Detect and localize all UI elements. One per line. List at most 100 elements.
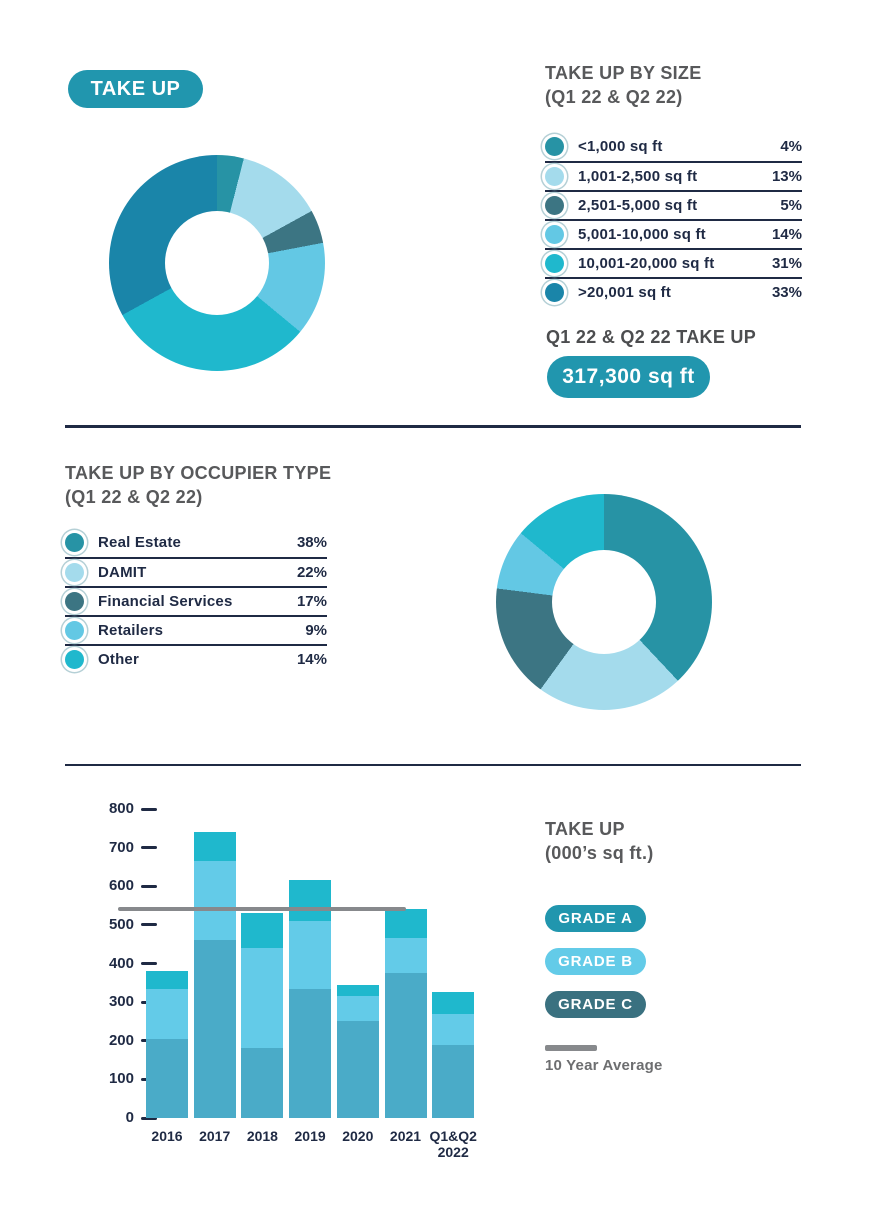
bar-segment-grade-a-2021 (384, 973, 427, 1118)
legend-dot-retailers (65, 621, 84, 640)
legend-label: 5,001-10,000 sq ft (578, 226, 706, 243)
y-tick-mark (141, 962, 157, 965)
x-axis-label-2018: 2018 (246, 1128, 278, 1144)
legend-value: 5% (780, 197, 802, 214)
bar-chart-title: TAKE UP (000’s sq ft.) (545, 818, 654, 866)
legend-label: Financial Services (98, 593, 233, 610)
y-tick-label-300: 300 (108, 993, 134, 1011)
legend-value: 4% (780, 138, 802, 155)
bar-segment-grade-b-2019 (289, 921, 332, 989)
bar-segment-grade-c-2019 (289, 880, 332, 921)
legend-row-1-001-2-500-sq-ft: 1,001-2,500 sq ft 13% (545, 161, 802, 190)
legend-value: 31% (771, 255, 802, 272)
legend-label: DAMIT (98, 564, 147, 581)
bar-segment-grade-c-2020 (336, 984, 379, 997)
x-axis-label-2017: 2017 (199, 1128, 231, 1144)
y-tick-label-200: 200 (108, 1031, 134, 1049)
size-section-title: TAKE UP BY SIZE (Q1 22 & Q2 22) (545, 62, 702, 110)
legend-row-2-501-5-000-sq-ft: 2,501-5,000 sq ft 5% (545, 190, 802, 219)
take-up-by-size-donut-chart (109, 155, 325, 371)
legend-dot-other (65, 650, 84, 669)
legend-label: >20,001 sq ft (578, 284, 672, 301)
take-up-total-label: Q1 22 & Q2 22 TAKE UP (546, 327, 757, 347)
bar-segment-grade-b-q1-q2-2022 (432, 1013, 475, 1045)
legend-dot-damit (65, 563, 84, 582)
take-up-section-badge: TAKE UP (68, 70, 203, 108)
legend-label: <1,000 sq ft (578, 138, 663, 155)
x-axis-label-q1-q2-2022: Q1&Q2 2022 (429, 1128, 477, 1161)
bar-segment-grade-c-2021 (384, 909, 427, 939)
bar-segment-grade-a-q1-q2-2022 (432, 1044, 475, 1118)
legend-dot-real-estate (65, 533, 84, 552)
legend-dot-financial-services (65, 592, 84, 611)
legend-label: Other (98, 651, 140, 668)
y-tick-mark (141, 884, 157, 888)
bar-segment-grade-a-2020 (336, 1021, 379, 1118)
occupier-section-title-line1: TAKE UP BY OCCUPIER TYPE (65, 463, 332, 483)
legend-row-other: Other 14% (65, 644, 327, 673)
legend-dot-5-001-10-000-sq-ft (545, 225, 564, 244)
legend-row-5-001-10-000-sq-ft: 5,001-10,000 sq ft 14% (545, 219, 802, 248)
bar-segment-grade-a-2018 (241, 1048, 284, 1118)
legend-row-retailers: Retailers 9% (65, 615, 327, 644)
bar-segment-grade-b-2017 (193, 861, 236, 941)
bar-segment-grade-c-q1-q2-2022 (432, 992, 475, 1014)
x-axis-label-2021: 2021 (389, 1128, 422, 1144)
x-axis-label-2016: 2016 (151, 1128, 183, 1144)
legend-row-10-001-20-000-sq-ft: 10,001-20,000 sq ft 31% (545, 248, 802, 277)
y-tick-mark (141, 923, 157, 927)
take-up-by-occupier-donut-chart (496, 494, 712, 710)
legend-dot-2-501-5-000-sq-ft (545, 196, 564, 215)
legend-row-20-001-sq-ft: >20,001 sq ft 33% (545, 277, 802, 306)
ten-year-average-line (118, 907, 406, 912)
legend-dot-10-001-20-000-sq-ft (545, 254, 564, 273)
occupier-section-title: TAKE UP BY OCCUPIER TYPE (Q1 22 & Q2 22) (65, 462, 331, 510)
y-tick-label-700: 700 (108, 838, 134, 856)
grade-legend: GRADE A GRADE B GRADE C (545, 905, 646, 1034)
bar-segment-grade-b-2018 (241, 948, 284, 1049)
legend-pill-grade-c: GRADE C (545, 991, 646, 1018)
legend-value: 38% (296, 534, 327, 551)
bar-segment-grade-a-2017 (193, 940, 236, 1118)
donut-hole (552, 550, 656, 654)
bar-segment-grade-b-2020 (336, 996, 379, 1022)
legend-row-financial-services: Financial Services 17% (65, 586, 327, 615)
section-divider (65, 764, 801, 766)
legend-row-1-000-sq-ft: <1,000 sq ft 4% (545, 132, 802, 161)
legend-pill-grade-b: GRADE B (545, 948, 646, 975)
legend-label: 1,001-2,500 sq ft (578, 168, 698, 185)
ten-year-average-label: 10 Year Average (545, 1057, 663, 1074)
bar-segment-grade-a-2016 (146, 1038, 188, 1118)
legend-dot-20-001-sq-ft (545, 283, 564, 302)
legend-value: 14% (296, 651, 327, 668)
occupier-legend-table: Real Estate 38% DAMIT 22% Financial Services… (65, 528, 327, 673)
legend-label: Retailers (98, 622, 164, 639)
bar-segment-grade-b-2021 (384, 938, 427, 974)
y-tick-mark (141, 807, 157, 811)
bar-segment-grade-b-2016 (146, 988, 188, 1039)
y-tick-label-800: 800 (108, 800, 134, 817)
legend-value: 17% (296, 593, 327, 610)
legend-value: 9% (305, 622, 327, 639)
y-tick-label-600: 600 (108, 877, 134, 895)
size-section-title-line1: TAKE UP BY SIZE (545, 63, 702, 83)
bar-segment-grade-c-2017 (193, 832, 236, 862)
bar-segment-grade-c-2016 (146, 971, 188, 989)
occupier-section-title-line2: (Q1 22 & Q2 22) (65, 486, 203, 507)
legend-label: 10,001-20,000 sq ft (578, 255, 715, 272)
legend-label: Real Estate (98, 534, 182, 551)
y-tick-mark (141, 846, 157, 850)
legend-pill-grade-a: GRADE A (545, 905, 646, 932)
legend-value: 22% (296, 564, 327, 581)
size-legend-table: <1,000 sq ft 4% 1,001-2,500 sq ft 13% 2,501-… (545, 132, 802, 306)
bar-segment-grade-a-2019 (289, 988, 332, 1118)
y-tick-label-100: 100 (108, 1070, 134, 1088)
y-tick-mark (141, 1116, 157, 1120)
legend-label: 2,501-5,000 sq ft (578, 197, 698, 214)
legend-value: 33% (771, 284, 802, 301)
section-divider (65, 425, 801, 428)
legend-dot-1-000-sq-ft (545, 137, 564, 156)
y-tick-label-0: 0 (125, 1109, 134, 1126)
ten-year-average-line-swatch (545, 1045, 597, 1051)
